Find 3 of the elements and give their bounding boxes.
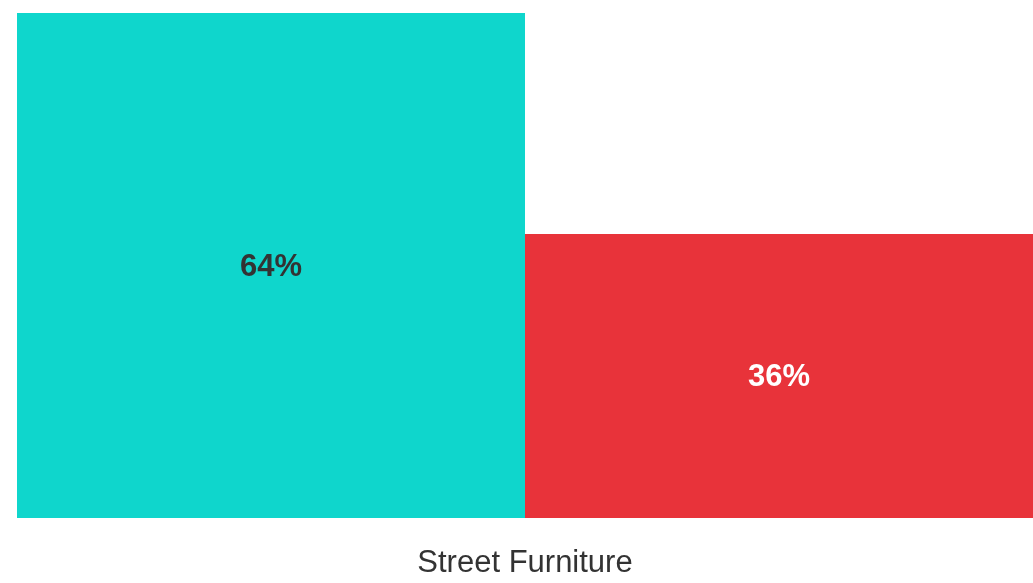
data-label: 36% — [747, 358, 811, 394]
data-label: 64% — [239, 248, 303, 283]
x-axis-title: Street Furniture — [417, 544, 633, 580]
